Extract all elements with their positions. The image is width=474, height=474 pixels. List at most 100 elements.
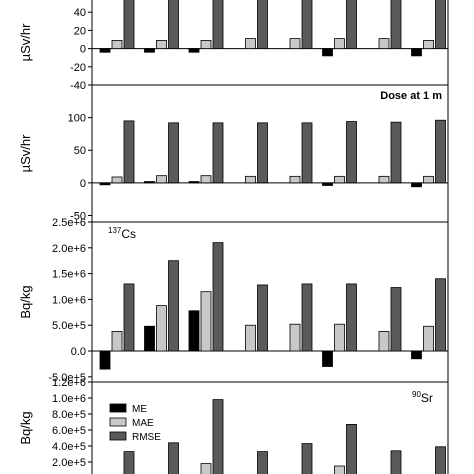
bar-mae: [245, 324, 256, 352]
y-tick-label: -5.0e+5: [48, 372, 86, 384]
bar-me: [144, 48, 155, 53]
y-tick-label: 1.0e+6: [52, 393, 86, 405]
bar-mae: [423, 325, 434, 352]
y-tick-label: 0: [80, 178, 86, 190]
y-tick-label: 2.0e+5: [52, 457, 86, 469]
panel-title: 90Sr: [412, 390, 433, 405]
bar-rmse: [301, 122, 313, 184]
bar-mae: [378, 38, 390, 50]
bar-me: [411, 48, 422, 57]
bar-mae: [200, 40, 212, 49]
bar-mae: [200, 463, 212, 474]
bar-rmse: [168, 122, 179, 184]
bar-mae: [156, 305, 167, 352]
bar-mae: [200, 175, 212, 184]
bar-rmse: [390, 287, 402, 352]
y-tick-label: 50: [74, 145, 86, 157]
y-tick-label: 6.0e+5: [52, 425, 86, 437]
y-tick-label: 0: [80, 44, 86, 56]
panel-title: Dose at 1 m: [380, 90, 442, 102]
bar-rmse: [123, 120, 135, 184]
bar-rmse: [168, 260, 179, 352]
bar-me: [322, 182, 333, 186]
legend-label: ME: [132, 404, 147, 415]
bar-mae: [245, 175, 256, 184]
bar-mae: [289, 323, 301, 352]
chart-panel-2: -50 0 50 100 µSv/hr Dose at 1 m: [18, 85, 449, 223]
bar-rmse: [435, 0, 446, 50]
legend-label: MAE: [132, 418, 154, 429]
y-tick-label: 1.2e+6: [52, 377, 86, 389]
bar-rmse: [257, 0, 268, 50]
bar-mae: [289, 38, 301, 50]
legend-swatch: [109, 431, 127, 441]
bar-me: [99, 182, 111, 186]
bar-rmse: [123, 451, 135, 474]
bar-mae: [156, 40, 167, 49]
bar-rmse: [301, 283, 313, 352]
y-axis-label: µSv/hr: [18, 134, 33, 173]
bar-mae: [111, 40, 123, 49]
chart-panel-1: -40 -20 0 20 40 µSv/hr: [18, 0, 449, 92]
chart-panel-3: -5.0e+5 0.0 5.0e+5 1.0e+6 1.5e+6 2.0e+6 2.5e+6…: [18, 217, 449, 384]
bar-mae: [423, 175, 434, 184]
bar-me: [411, 182, 422, 188]
y-tick-label: 20: [74, 25, 86, 37]
y-tick-label: -40: [70, 80, 86, 92]
y-axis-label: Bq/kg: [18, 411, 33, 444]
bar-me: [99, 48, 111, 53]
bar-rmse: [435, 119, 446, 184]
bar-rmse: [346, 283, 357, 352]
bar-rmse: [212, 122, 224, 184]
bar-rmse: [168, 442, 179, 474]
legend-label: RMSE: [132, 432, 161, 443]
chart-panel-4: 2.0e+5 4.0e+5 6.0e+5 8.0e+5 1.0e+6 1.2e+6 Bq/k…: [18, 377, 449, 474]
y-axis-label: µSv/hr: [18, 23, 33, 62]
bar-mae: [334, 323, 345, 352]
bar-rmse: [257, 122, 268, 184]
y-tick-label: 100: [68, 113, 86, 125]
legend: ME MAE RMSE: [109, 403, 161, 443]
bar-rmse: [212, 242, 224, 352]
bar-rmse: [123, 283, 135, 352]
bar-rmse: [301, 0, 313, 50]
y-tick-label: 1.5e+6: [52, 269, 86, 281]
bar-mae: [111, 176, 123, 184]
bar-mae: [200, 291, 212, 352]
bar-rmse: [390, 121, 402, 184]
bar-rmse: [212, 399, 224, 474]
bar-rmse: [212, 0, 224, 50]
bar-rmse: [346, 0, 357, 50]
y-tick-label: 1.0e+6: [52, 294, 86, 306]
y-axis-label: Bq/kg: [18, 285, 33, 318]
bar-mae: [334, 465, 345, 474]
bar-rmse: [257, 451, 268, 474]
bar-mae: [245, 38, 256, 50]
panel-title: 137Cs: [108, 226, 136, 241]
bar-mae: [423, 40, 434, 49]
bar-me: [144, 181, 155, 184]
y-tick-label: 8.0e+5: [52, 409, 86, 421]
y-tick-label: -50: [70, 210, 86, 222]
y-tick-label: 40: [74, 7, 86, 19]
y-tick-label: -20: [70, 62, 86, 74]
bar-mae: [378, 175, 390, 184]
bar-me: [411, 350, 422, 360]
bar-rmse: [435, 446, 446, 474]
bar-me: [188, 48, 200, 53]
y-tick-label: 0.0: [71, 346, 86, 358]
bar-me: [188, 310, 200, 352]
bar-me: [322, 350, 333, 367]
bar-me: [99, 350, 111, 370]
bar-me: [188, 181, 200, 184]
bar-mae: [156, 175, 167, 184]
bar-mae: [378, 331, 390, 352]
y-tick-label: 2.0e+6: [52, 243, 86, 255]
bar-mae: [334, 38, 345, 50]
bar-rmse: [123, 0, 135, 50]
y-tick-label: 2.5e+6: [52, 217, 86, 229]
bar-mae: [111, 331, 123, 352]
bar-rmse: [390, 0, 402, 50]
